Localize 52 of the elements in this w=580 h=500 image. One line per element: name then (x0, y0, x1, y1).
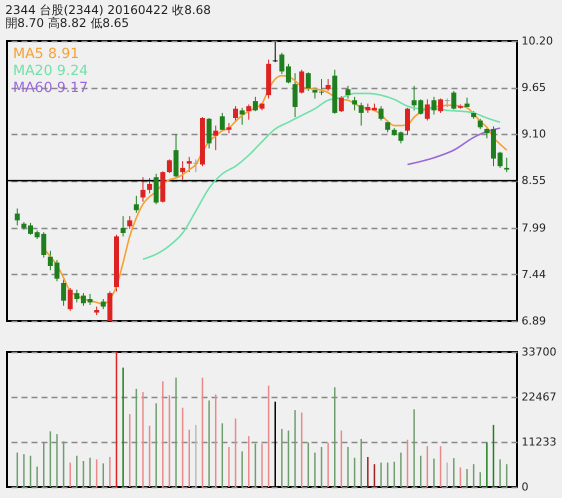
candlestick (226, 122, 232, 134)
candlestick (345, 85, 350, 100)
candlestick (352, 96, 358, 111)
candlestick (306, 72, 311, 92)
candlestick (100, 298, 106, 310)
candlestick (326, 78, 331, 92)
y-tick-label: 22467 (522, 390, 556, 404)
candlestick (140, 176, 146, 202)
candlestick (180, 160, 186, 180)
candlestick (451, 90, 456, 110)
text: MA20 9.24 (13, 63, 88, 79)
candlestick (338, 95, 344, 113)
candlestick (299, 69, 304, 94)
y-tick-label: 9.65 (522, 81, 546, 94)
candlestick (147, 178, 152, 194)
candlestick (240, 107, 245, 126)
y-tick-label: 10.20 (522, 34, 553, 48)
line-series (142, 92, 501, 260)
candlestick (120, 216, 126, 237)
candlestick (213, 125, 218, 151)
candlestick (405, 107, 410, 136)
candlestick (14, 208, 20, 226)
candlestick (478, 118, 483, 130)
candlestick (166, 158, 172, 174)
candlestick (438, 98, 444, 114)
candlestick (246, 104, 252, 120)
text: MA60 9.17 (13, 80, 88, 96)
candlestick (68, 288, 73, 312)
y-tick-label: 7.44 (522, 268, 546, 281)
candlestick (220, 112, 225, 132)
candlestick (233, 106, 238, 123)
chart-title: 2344 台股(2344) 20160422 收8.68 (5, 3, 211, 17)
candlestick (127, 216, 132, 230)
candlestick (186, 156, 192, 173)
candlestick (431, 96, 436, 116)
y-tick-label: 9.10 (522, 128, 546, 141)
line-series (406, 127, 501, 166)
y-tick-label: 11233 (522, 436, 556, 448)
y-tick-label: 6.89 (522, 314, 546, 328)
candlestick (134, 195, 139, 214)
y-tick-label: 8.55 (522, 174, 546, 188)
candlestick (358, 102, 364, 126)
candlestick (424, 98, 430, 122)
y-tick-label: 0 (522, 480, 528, 494)
text: MA5 8.91 (13, 46, 80, 62)
candlestick (61, 279, 66, 306)
candlestick (378, 106, 384, 122)
y-tick-label: 7.99 (522, 221, 546, 234)
y-tick-label: 33700 (522, 346, 556, 358)
candlestick (292, 72, 298, 118)
chart-subtitle: 開8.70 高8.82 低8.65 (5, 16, 130, 30)
candlestick (252, 96, 258, 112)
